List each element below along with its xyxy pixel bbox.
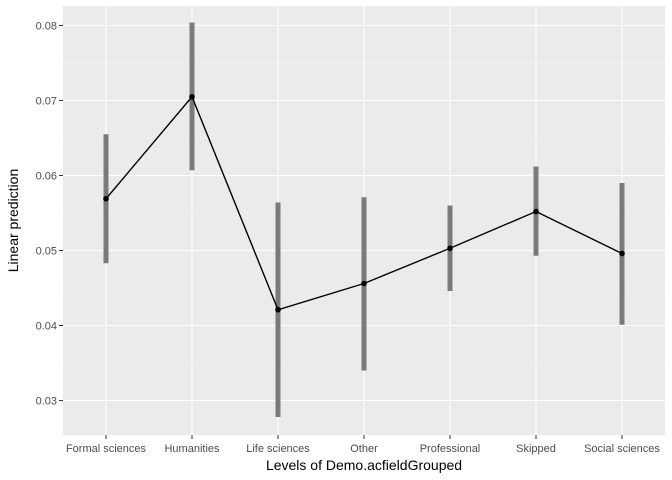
x-tick-label: Life sciences: [246, 443, 310, 455]
x-tick-label: Humanities: [164, 443, 220, 455]
data-point: [447, 245, 453, 252]
data-point: [361, 280, 367, 287]
x-tick-label: Formal sciences: [66, 443, 147, 455]
x-axis-ticks: Formal sciences Humanities Life sciences Ot…: [66, 435, 660, 455]
y-tick-label: 0.03: [36, 396, 57, 408]
y-axis-ticks: 0.03 0.04 0.05 0.06 0.07 0.08: [36, 21, 63, 408]
x-tick-label: Skipped: [516, 443, 556, 455]
y-tick-label: 0.04: [36, 321, 57, 333]
y-tick-label: 0.07: [36, 96, 57, 108]
data-point: [275, 306, 281, 313]
y-axis-title: Linear prediction: [5, 169, 21, 273]
data-point: [619, 250, 625, 257]
y-tick-label: 0.05: [36, 246, 57, 258]
data-point: [533, 208, 539, 215]
x-tick-label: Social sciences: [584, 443, 660, 455]
data-points: [103, 93, 625, 313]
x-axis-title: Levels of Demo.acfieldGrouped: [266, 457, 462, 473]
x-tick-label: Other: [350, 443, 378, 455]
data-point: [189, 93, 195, 100]
y-tick-label: 0.06: [36, 171, 57, 183]
y-tick-label: 0.08: [36, 21, 57, 33]
data-point: [103, 195, 109, 202]
x-tick-label: Professional: [420, 443, 481, 455]
